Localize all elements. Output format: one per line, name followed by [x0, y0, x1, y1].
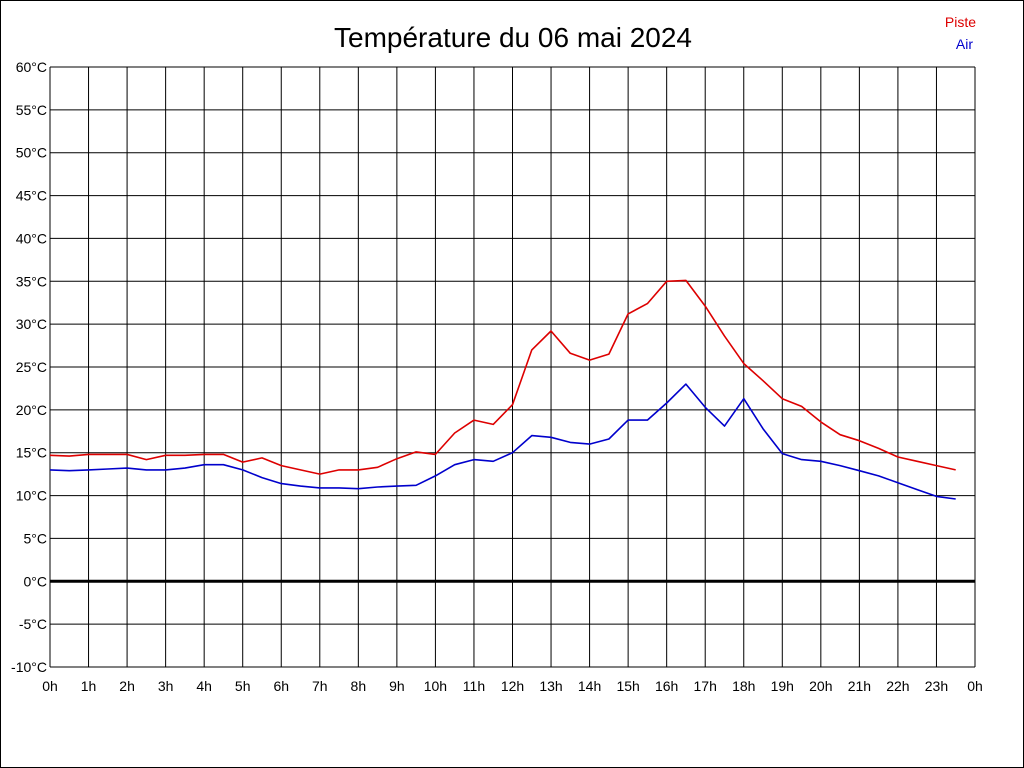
y-axis-ticks: 60°C 55°C 50°C 45°C 40°C 35°C 30°C 25°C 20°C 15°C…	[11, 59, 47, 675]
x-tick-label: 18h	[732, 678, 755, 694]
y-tick-label: 45°C	[16, 188, 47, 204]
series-line-air	[49, 383, 956, 500]
x-tick-label: 4h	[196, 678, 212, 694]
x-tick-label: 13h	[539, 678, 562, 694]
y-tick-label: 35°C	[16, 273, 47, 289]
x-tick-label: 2h	[119, 678, 135, 694]
y-tick-label: 55°C	[16, 102, 47, 118]
x-tick-label: 23h	[925, 678, 948, 694]
legend: Piste Air	[945, 14, 976, 52]
x-tick-label: 21h	[848, 678, 871, 694]
x-tick-label: 1h	[81, 678, 97, 694]
y-tick-label: 25°C	[16, 359, 47, 375]
x-tick-label: 0h	[967, 678, 983, 694]
x-tick-label: 11h	[463, 678, 485, 694]
series-lines	[49, 279, 956, 500]
x-tick-label: 15h	[616, 678, 639, 694]
x-axis-ticks: 0h 1h 2h 3h 4h 5h 6h 7h 8h 9h 10h 11h 12h 13h 14h 15h 16…	[42, 678, 983, 694]
x-tick-label: 12h	[501, 678, 524, 694]
y-tick-label: 10°C	[16, 488, 47, 504]
x-tick-label: 9h	[389, 678, 405, 694]
x-tick-label: 10h	[424, 678, 447, 694]
x-tick-label: 0h	[42, 678, 58, 694]
x-tick-label: 19h	[771, 678, 794, 694]
x-tick-label: 7h	[312, 678, 328, 694]
x-tick-label: 6h	[273, 678, 289, 694]
x-tick-label: 22h	[886, 678, 909, 694]
x-tick-label: 5h	[235, 678, 251, 694]
x-tick-label: 16h	[655, 678, 678, 694]
x-tick-label: 17h	[694, 678, 717, 694]
y-tick-label: 40°C	[16, 230, 47, 246]
chart-title: Température du 06 mai 2024	[334, 22, 692, 53]
y-tick-label: -5°C	[19, 616, 47, 632]
y-tick-label: 20°C	[16, 402, 47, 418]
x-tick-label: 14h	[578, 678, 601, 694]
y-tick-label: 15°C	[16, 445, 47, 461]
x-tick-label: 8h	[351, 678, 367, 694]
y-tick-label: 30°C	[16, 316, 47, 332]
y-tick-label: 5°C	[24, 530, 48, 546]
x-tick-label: 3h	[158, 678, 174, 694]
y-tick-label: 0°C	[24, 573, 48, 589]
x-tick-label: 20h	[809, 678, 832, 694]
y-tick-label: 50°C	[16, 145, 47, 161]
legend-air: Air	[956, 36, 973, 52]
grid	[49, 66, 976, 668]
series-line-piste	[49, 279, 956, 475]
y-tick-label: 60°C	[16, 59, 47, 75]
legend-piste: Piste	[945, 14, 976, 30]
y-tick-label: -10°C	[11, 659, 47, 675]
